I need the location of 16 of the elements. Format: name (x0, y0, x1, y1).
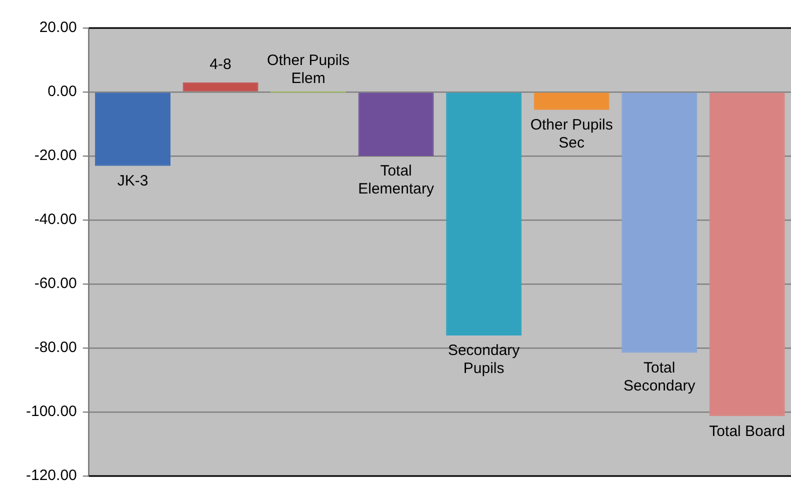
y-tick-label: -120.00 (26, 467, 77, 484)
y-tick-label: -60.00 (34, 275, 77, 292)
y-tick-label: -100.00 (26, 403, 77, 420)
x-tick-label: Total Board (709, 422, 786, 440)
x-tick-label: Total Secondary (623, 359, 696, 394)
x-tick-label: JK-3 (117, 172, 148, 190)
x-tick-label: Secondary Pupils (448, 342, 520, 378)
y-tick-label: -40.00 (34, 211, 77, 228)
x-tick-label: Other Pupils Sec (530, 116, 613, 152)
x-tick-label: Total Elementary (358, 162, 434, 198)
y-tick-label: 0.00 (48, 83, 77, 100)
y-tick-label: -80.00 (34, 339, 77, 356)
x-tick-label: Other Pupils Elem (267, 52, 350, 88)
y-tick-label: 20.00 (39, 19, 77, 36)
y-tick-label: -20.00 (34, 147, 77, 164)
x-tick-label: 4-8 (210, 56, 232, 74)
